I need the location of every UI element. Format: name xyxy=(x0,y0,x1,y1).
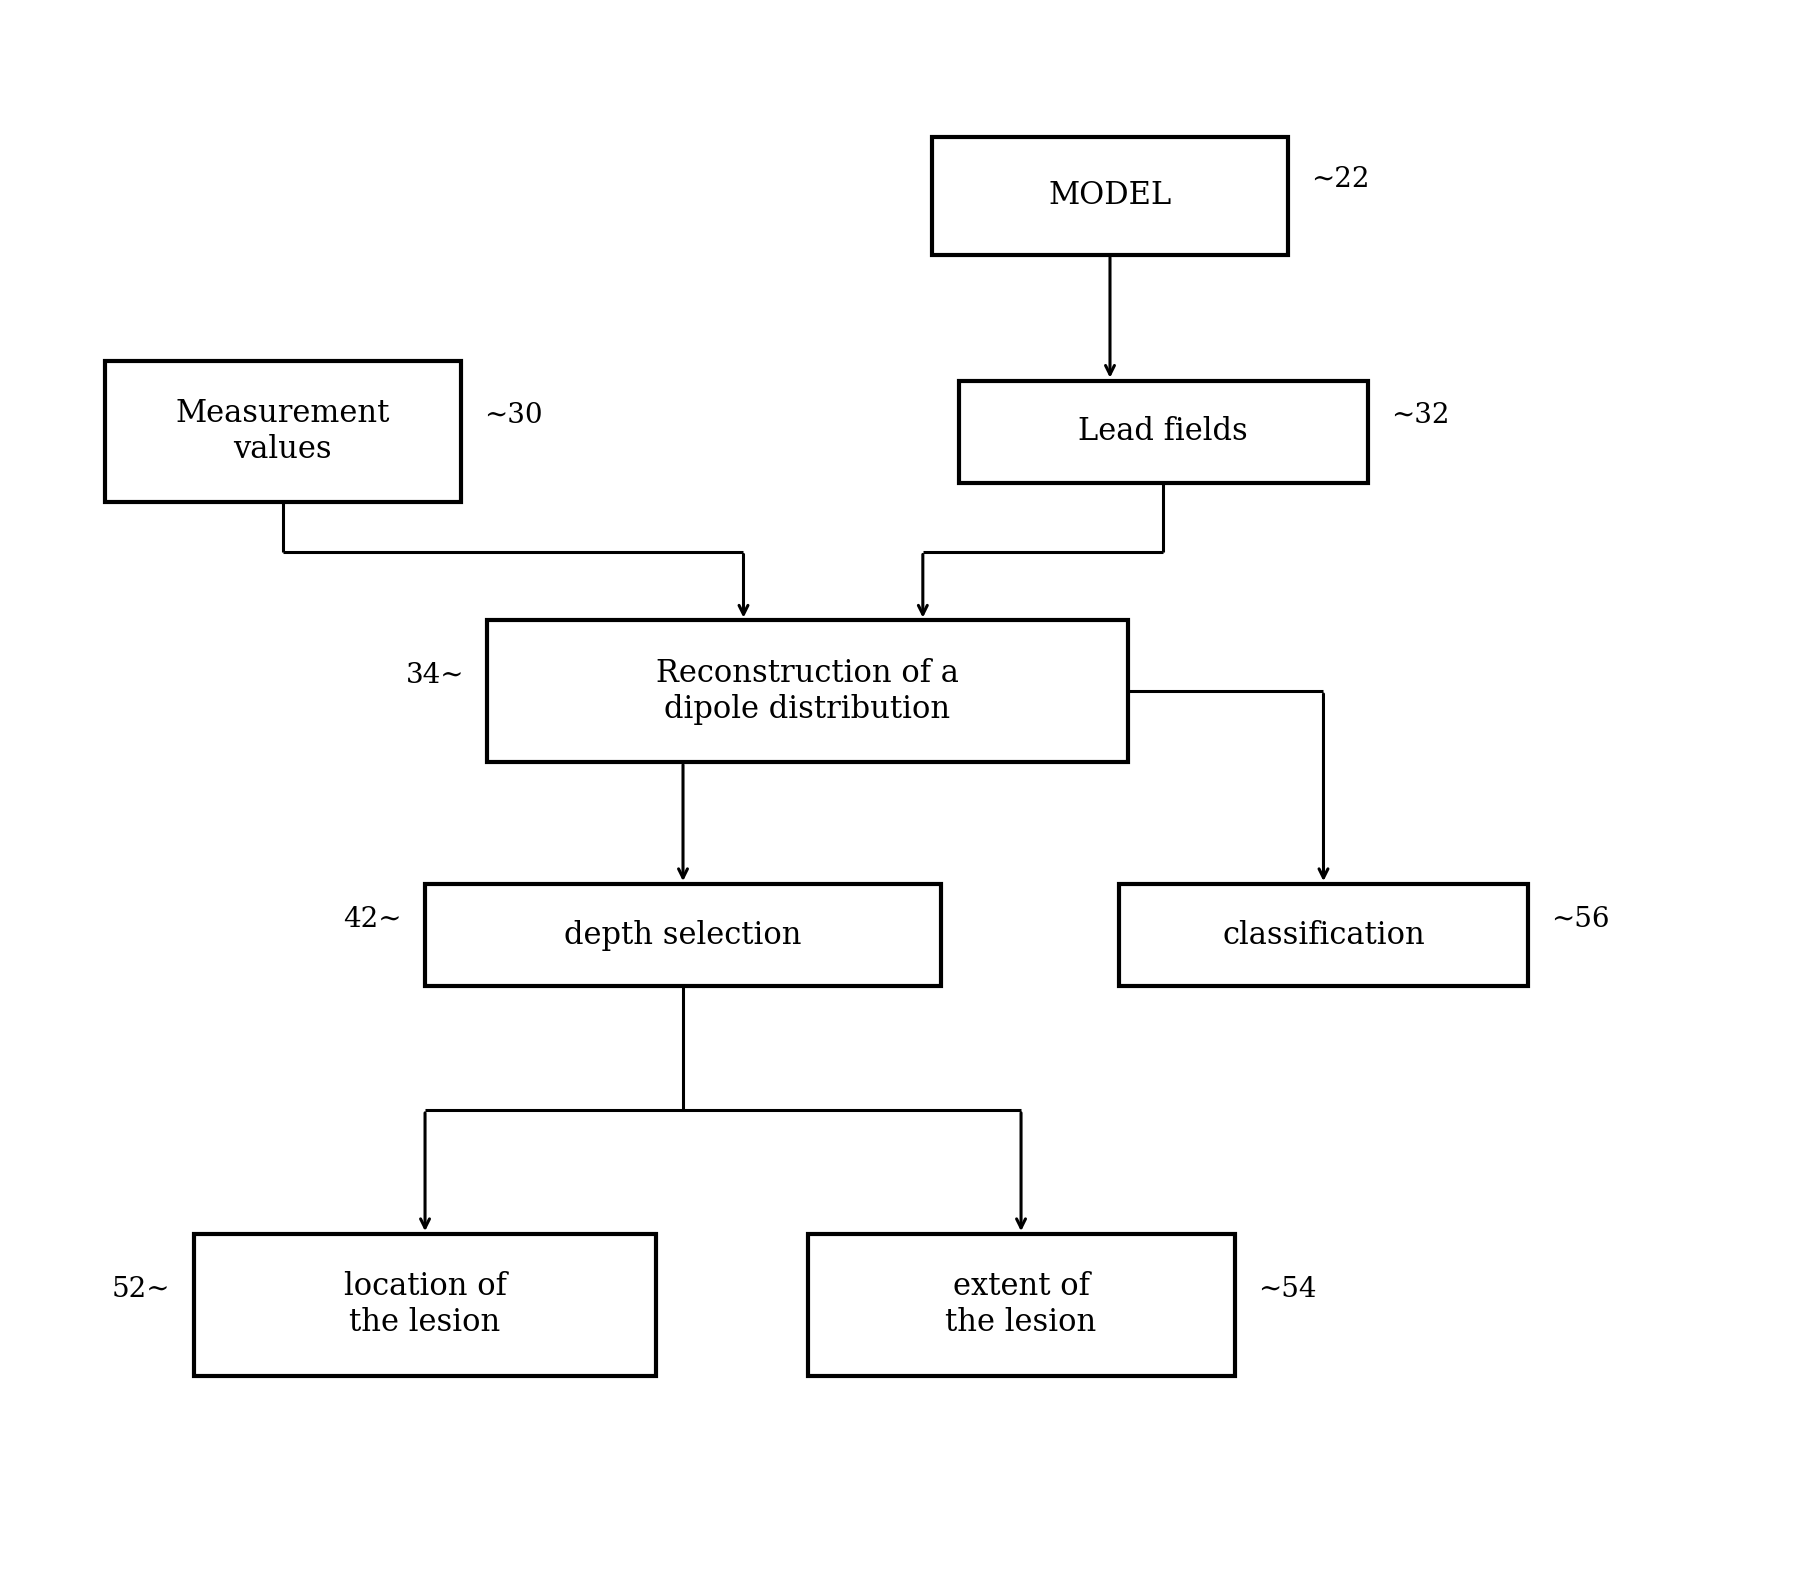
Text: location of
the lesion: location of the lesion xyxy=(344,1271,506,1338)
Bar xyxy=(194,1235,656,1376)
Text: MODEL: MODEL xyxy=(1049,181,1171,211)
Text: ∼56: ∼56 xyxy=(1551,906,1610,933)
Text: ∼30: ∼30 xyxy=(484,403,541,430)
Bar xyxy=(104,360,461,503)
Text: extent of
the lesion: extent of the lesion xyxy=(945,1271,1097,1338)
Bar xyxy=(959,381,1368,482)
Text: depth selection: depth selection xyxy=(565,919,801,951)
Text: classification: classification xyxy=(1223,919,1425,951)
Text: Lead fields: Lead fields xyxy=(1079,416,1248,448)
Text: 52∼: 52∼ xyxy=(113,1276,170,1303)
Bar xyxy=(488,621,1128,762)
Bar xyxy=(932,136,1287,254)
Text: Reconstruction of a
dipole distribution: Reconstruction of a dipole distribution xyxy=(656,659,959,725)
Bar xyxy=(425,884,941,986)
Text: Measurement
values: Measurement values xyxy=(176,398,389,465)
Text: ∼54: ∼54 xyxy=(1257,1276,1316,1303)
Bar xyxy=(1119,884,1528,986)
Bar xyxy=(807,1235,1235,1376)
Text: 34∼: 34∼ xyxy=(405,662,464,689)
Text: ∼32: ∼32 xyxy=(1391,403,1449,430)
Text: ∼22: ∼22 xyxy=(1311,167,1370,194)
Text: 42∼: 42∼ xyxy=(344,906,402,933)
